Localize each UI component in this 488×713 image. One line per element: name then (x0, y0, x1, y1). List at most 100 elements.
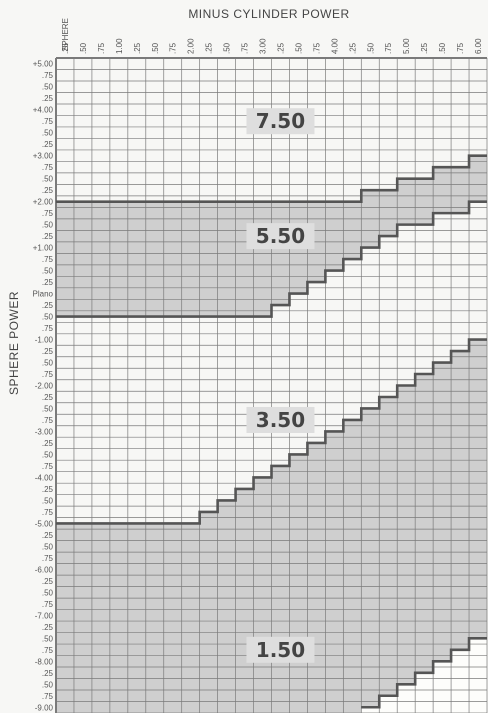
y-tick-label: +3.00 (33, 152, 54, 161)
y-tick-label: .25 (42, 439, 54, 448)
zone-label-1.50: 1.50 (256, 638, 305, 662)
x-axis-ticks: .25 .50 .75 1.00 .25 .50 .75 2.00 .25 .50 .75 3.00.… (61, 38, 483, 54)
zone-label-box (246, 406, 315, 433)
zone-label-3.50: 3.50 (256, 408, 305, 432)
y-tick-label: +5.00 (33, 60, 54, 69)
x-tick-label: .25 (205, 42, 214, 54)
x-tick-label: .50 (294, 42, 303, 54)
zone-label-box (246, 108, 315, 135)
y-axis-label: SPHERE POWER (7, 291, 21, 395)
x-tick-label: .50 (151, 42, 160, 54)
x-tick-label: 3.00 (259, 38, 268, 54)
y-tick-label: .50 (42, 542, 54, 551)
y-tick-label: -1.00 (35, 336, 54, 345)
zone-label-box (246, 636, 315, 663)
y-tick-label: .25 (42, 347, 54, 356)
sphere-column-header: SPHERE (61, 18, 70, 51)
y-tick-label: .50 (42, 359, 54, 368)
x-tick-label: .75 (97, 42, 106, 54)
x-tick-label: .25 (420, 42, 429, 54)
y-tick-label: .25 (42, 577, 54, 586)
y-tick-label: .25 (42, 278, 54, 287)
zone-label-7.50: 7.50 (256, 109, 305, 133)
y-tick-label: .25 (42, 186, 54, 195)
y-tick-label: .75 (42, 508, 54, 517)
y-tick-label: -7.00 (35, 611, 54, 620)
x-tick-label: .50 (223, 42, 232, 54)
y-tick-label: .50 (42, 83, 54, 92)
zone-label-box (246, 223, 315, 250)
x-tick-label: 6.00 (474, 38, 483, 54)
x-tick-label: 2.00 (187, 38, 196, 54)
y-tick-label: .50 (42, 634, 54, 643)
y-tick-label: -3.00 (35, 427, 54, 436)
x-tick-label: .25 (133, 42, 142, 54)
y-tick-label: .75 (42, 416, 54, 425)
x-tick-label: 1.00 (115, 38, 124, 54)
y-axis-ticks: +5.00 .75 .50 .25 +4.00 .75 .50 .25 +3.00 .75 .50.… (33, 60, 54, 713)
y-tick-label: .75 (42, 71, 54, 80)
y-tick-label: .50 (42, 588, 54, 597)
y-tick-label: .75 (42, 646, 54, 655)
y-tick-label: .50 (42, 680, 54, 689)
y-tick-label: .75 (42, 462, 54, 471)
y-tick-label: .50 (42, 450, 54, 459)
x-tick-label: .75 (456, 42, 465, 54)
y-tick-label: .75 (42, 324, 54, 333)
y-tick-label: -6.00 (35, 565, 54, 574)
x-tick-label: .75 (241, 42, 250, 54)
y-tick-label: .75 (42, 209, 54, 218)
y-tick-label: Plano (33, 290, 54, 299)
y-tick-label: .25 (42, 669, 54, 678)
y-tick-label: +2.00 (33, 198, 54, 207)
zone-labels-layer: 7.50 5.50 3.50 1.50 (246, 108, 315, 663)
y-tick-label: -2.00 (35, 382, 54, 391)
x-tick-label: .25 (61, 42, 70, 54)
zone-boundary-2 (56, 200, 487, 318)
y-tick-label: .75 (42, 255, 54, 264)
y-tick-label: -8.00 (35, 657, 54, 666)
x-tick-label: 5.00 (402, 38, 411, 54)
y-tick-label: -9.00 (35, 703, 54, 712)
y-tick-label: .50 (42, 404, 54, 413)
zone-boundary-3 (56, 338, 487, 525)
y-tick-label: .25 (42, 485, 54, 494)
y-tick-label: .75 (42, 600, 54, 609)
x-tick-label: .50 (366, 42, 375, 54)
x-tick-label: .50 (79, 42, 88, 54)
y-tick-label: .25 (42, 140, 54, 149)
boundaries-layer (56, 154, 487, 709)
x-tick-label: .25 (276, 42, 285, 54)
y-tick-label: .25 (42, 232, 54, 241)
y-tick-label: .50 (42, 129, 54, 138)
y-tick-label: .75 (42, 554, 54, 563)
y-tick-label: -4.00 (35, 473, 54, 482)
y-tick-label: .50 (42, 221, 54, 230)
x-tick-label: .75 (169, 42, 178, 54)
y-tick-label: .25 (42, 623, 54, 632)
x-tick-label: .50 (438, 42, 447, 54)
zone-boundary-4 (361, 637, 487, 709)
x-tick-label: 4.00 (330, 38, 339, 54)
x-tick-label: .75 (384, 42, 393, 54)
y-tick-label: .50 (42, 313, 54, 322)
y-tick-label: .75 (42, 370, 54, 379)
y-tick-label: .25 (42, 94, 54, 103)
y-tick-label: -5.00 (35, 519, 54, 528)
x-tick-label: .25 (348, 42, 357, 54)
x-tick-label: .75 (312, 42, 321, 54)
zone-band-base (56, 638, 487, 713)
zone-boundary-1 (56, 154, 487, 203)
y-tick-label: .25 (42, 531, 54, 540)
y-tick-label: .50 (42, 496, 54, 505)
y-tick-label: .75 (42, 117, 54, 126)
zone-label-5.50: 5.50 (256, 224, 305, 248)
y-tick-label: .75 (42, 163, 54, 172)
grid-layer (55, 57, 488, 713)
y-tick-label: .75 (42, 692, 54, 701)
chart-title: MINUS CYLINDER POWER (188, 7, 349, 21)
y-tick-label: +1.00 (33, 244, 54, 253)
y-tick-label: .25 (42, 393, 54, 402)
y-tick-label: .50 (42, 175, 54, 184)
